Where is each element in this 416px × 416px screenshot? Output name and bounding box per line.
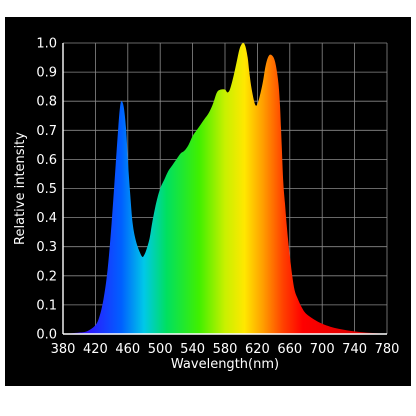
y-tick-label: 0.7 [36,124,57,139]
x-tick-label: 700 [310,342,335,357]
x-tick-label: 460 [115,342,140,357]
x-tick-label: 500 [148,342,173,357]
y-tick-label: 0.9 [36,66,57,81]
x-tick-label: 780 [375,342,400,357]
x-axis-ticks: 380 420 460 500 540 580 620 660 700 740 780 [51,342,400,357]
y-tick-label: 0.4 [36,211,57,226]
x-tick-label: 620 [245,342,270,357]
spectrum-series [63,42,387,334]
x-tick-label: 540 [180,342,205,357]
y-tick-label: 0.8 [36,95,57,110]
y-tick-label: 0.1 [36,298,57,313]
y-tick-label: 0.5 [36,182,57,197]
axis-lines [62,43,387,335]
y-tick-label: 0.3 [36,240,57,255]
y-tick-label: 0.2 [36,269,57,284]
x-tick-label: 740 [342,342,367,357]
x-tick-label: 580 [213,342,238,357]
spectrum-area [63,42,387,334]
y-axis-label: Relative intensity [13,132,28,245]
x-axis-label: Wavelength(nm) [171,357,279,372]
y-tick-label: 0.0 [36,328,57,343]
x-tick-label: 660 [277,342,302,357]
y-axis-ticks: 0.0 0.1 0.2 0.3 0.4 0.5 0.6 0.7 0.8 0.9 1.0 [36,37,57,343]
y-tick-label: 0.6 [36,153,57,168]
x-tick-label: 380 [51,342,76,357]
y-tick-label: 1.0 [36,37,57,52]
x-tick-label: 420 [83,342,108,357]
